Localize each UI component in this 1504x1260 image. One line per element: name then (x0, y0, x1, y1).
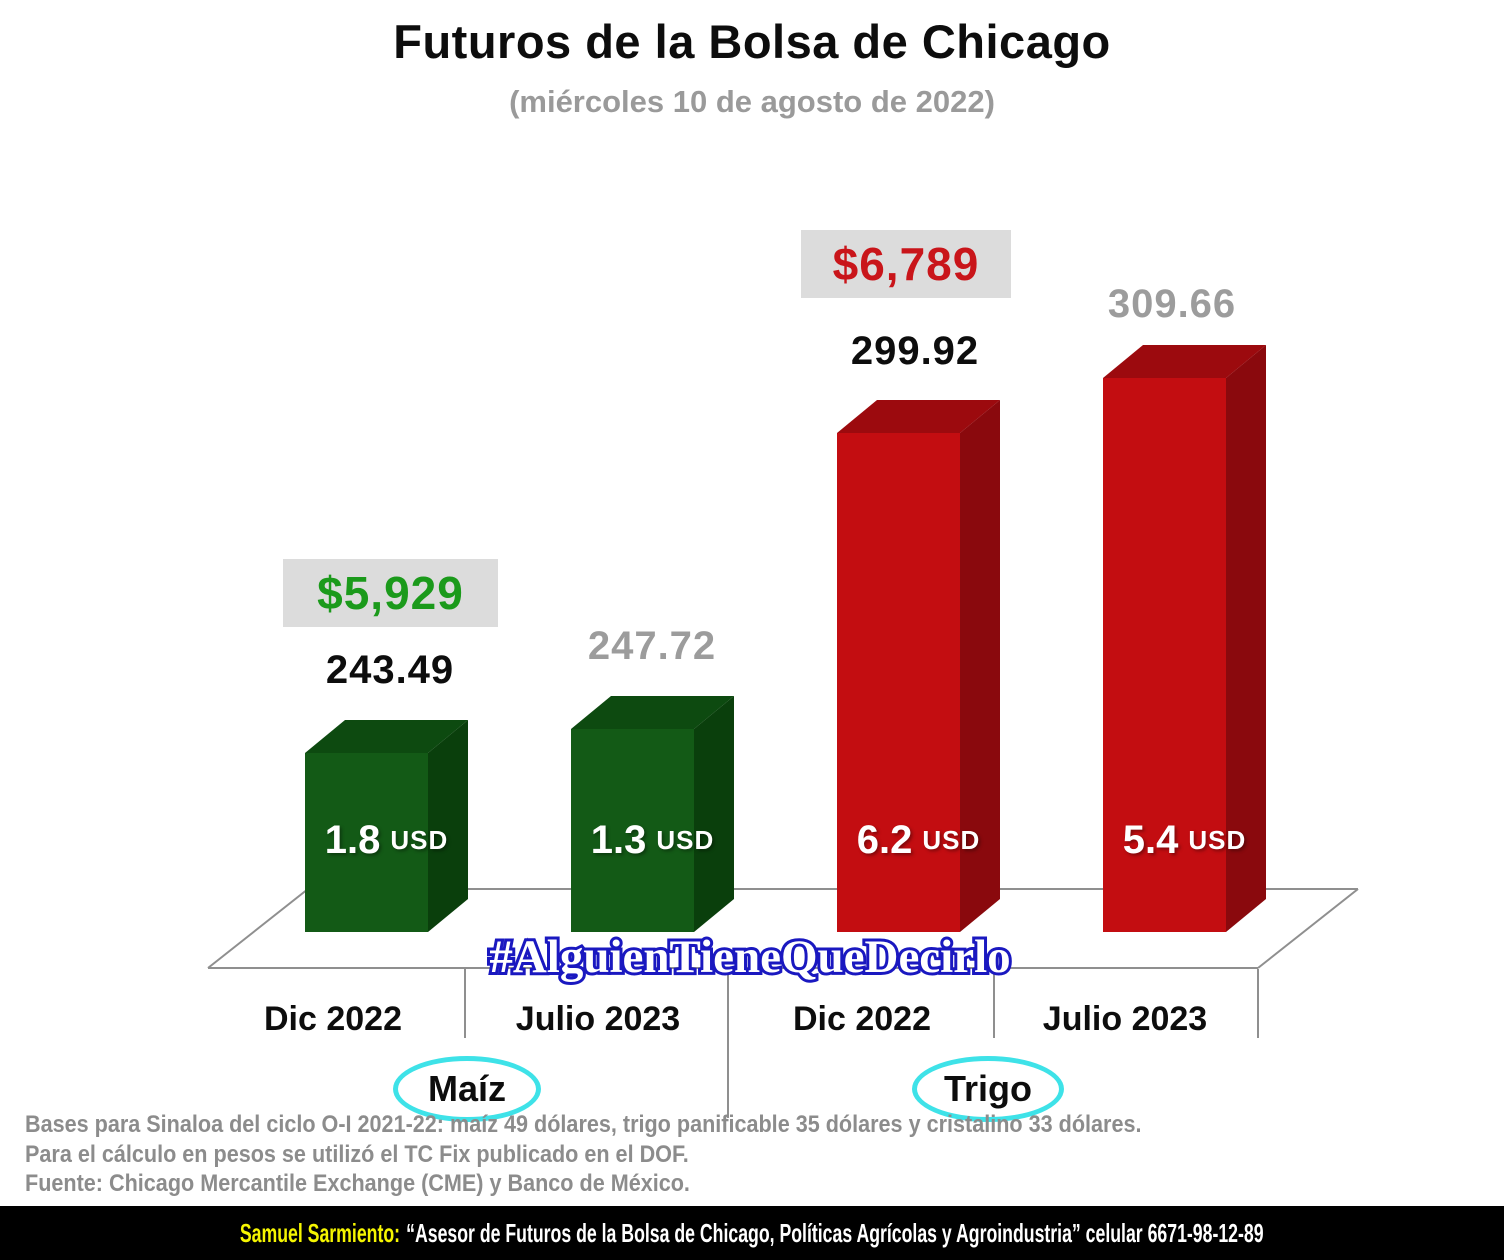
bar-trigo-dic-2022 (837, 400, 1000, 932)
floor-left-edge (207, 888, 309, 969)
bar-front-face (837, 433, 960, 932)
group-badge-maiz: Maíz (393, 1056, 541, 1122)
bar-side-face (694, 696, 734, 932)
price-tag-maiz: $5,929 (283, 559, 498, 627)
floor-right-edge (1257, 888, 1359, 969)
watermark: #AlguienTieneQueDecirlo (486, 928, 1013, 986)
group-label-maiz: Maíz (427, 1068, 506, 1109)
bar-side-face (428, 720, 468, 932)
footnote-line-2: Para el cálculo en pesos se utilizó el T… (25, 1140, 689, 1168)
basis-label-maiz-julio: 1.3 USD (565, 810, 740, 870)
bar-side-face (960, 400, 1000, 932)
basis-value: 5.4 (1122, 817, 1179, 862)
page-title: Futuros de la Bolsa de Chicago (393, 15, 1111, 68)
footnote-line-3: Fuente: Chicago Mercantile Exchange (CME… (25, 1170, 690, 1197)
bar-front-face (305, 753, 428, 932)
basis-value: 1.8 (324, 817, 381, 862)
bar-maiz-julio-2023 (571, 696, 734, 932)
bar-front-face (1103, 378, 1226, 932)
basis-label-trigo-julio: 5.4 USD (1097, 810, 1272, 870)
axis-label-maiz-julio: Julio 2023 (515, 1000, 681, 1038)
bar-front-face (571, 729, 694, 932)
value-label-trigo-julio: 309.66 (1107, 282, 1237, 326)
bar-trigo-julio-2023 (1103, 345, 1266, 932)
basis-label-maiz-dic: 1.8 USD (299, 810, 474, 870)
bar-maiz-dic-2022 (305, 720, 468, 932)
watermark-text: #AlguienTieneQueDecirlo (489, 931, 1010, 983)
footer-author: Samuel Sarmiento: (240, 1217, 401, 1248)
value-label-maiz-julio: 247.72 (587, 624, 717, 668)
group-label-trigo: Trigo (944, 1068, 1032, 1109)
basis-unit: USD (922, 824, 981, 855)
footer-text-line: Samuel Sarmiento: “Asesor de Futuros de l… (240, 1218, 1264, 1249)
footnote-line-1: Bases para Sinaloa del ciclo O-I 2021-22… (25, 1111, 1142, 1138)
value-label-trigo-dic: 299.92 (850, 329, 980, 373)
bar-top-face (1103, 345, 1266, 378)
footnotes: Bases para Sinaloa del ciclo O-I 2021-22… (25, 1110, 1348, 1199)
bar-top-face (837, 400, 1000, 433)
bar-top-face (305, 720, 468, 753)
basis-label-trigo-dic: 6.2 USD (831, 810, 1006, 870)
footer-bar: Samuel Sarmiento: “Asesor de Futuros de l… (0, 1206, 1504, 1260)
group-badge-trigo: Trigo (912, 1056, 1064, 1122)
basis-value: 1.3 (590, 817, 647, 862)
basis-unit: USD (390, 824, 449, 855)
basis-unit: USD (1188, 824, 1247, 855)
bar-top-face (571, 696, 734, 729)
footer-contact-text: “Asesor de Futuros de la Bolsa de Chicag… (406, 1217, 1264, 1248)
basis-unit: USD (656, 824, 715, 855)
page-subtitle: (miércoles 10 de agosto de 2022) (509, 84, 995, 119)
axis-label-trigo-dic: Dic 2022 (793, 1000, 931, 1038)
axis-label-trigo-julio: Julio 2023 (1042, 1000, 1208, 1038)
price-tag-trigo: $6,789 (801, 230, 1011, 298)
basis-value: 6.2 (856, 817, 913, 862)
bars-layer (305, 345, 1266, 932)
axis-label-maiz-dic: Dic 2022 (264, 1000, 402, 1038)
bar-side-face (1226, 345, 1266, 932)
value-label-maiz-dic: 243.49 (325, 648, 455, 692)
